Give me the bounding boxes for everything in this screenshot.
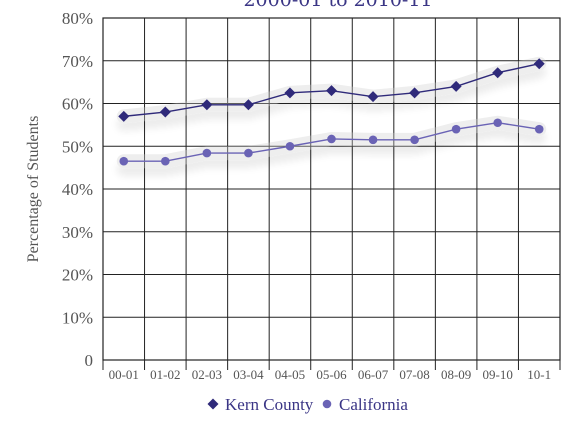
- data-point-marker: [119, 156, 129, 166]
- y-tick-label: 10%: [62, 308, 93, 327]
- y-tick-label: 50%: [62, 137, 93, 156]
- series-california: [116, 115, 547, 169]
- data-point-marker: [533, 58, 545, 70]
- legend-item: California: [322, 395, 408, 414]
- legend: Kern County California: [207, 395, 408, 414]
- x-tick-label: 10-1: [527, 367, 551, 382]
- chart-title: 2000-01 to 2010-11: [243, 0, 432, 11]
- legend-label: California: [339, 395, 408, 414]
- data-point-marker: [285, 141, 295, 151]
- data-point-marker: [201, 99, 213, 111]
- data-point-marker: [327, 134, 336, 144]
- data-point-marker: [368, 135, 378, 145]
- series-group: [116, 56, 547, 169]
- data-point-marker: [451, 124, 461, 134]
- x-axis-ticks: 00-01 01-02 02-03 03-04 04-05 05-06 06-07 07-08…: [109, 367, 552, 382]
- data-point-marker: [326, 85, 337, 97]
- legend-circle-icon: [322, 399, 332, 409]
- data-point-marker: [450, 80, 462, 92]
- y-axis-ticks: 0 10% 20% 30% 40% 50% 60% 70% 80%: [62, 9, 93, 370]
- data-point-marker: [118, 110, 130, 122]
- data-point-marker: [367, 91, 379, 103]
- data-point-marker: [410, 135, 419, 145]
- x-tick-label: 00-01: [109, 367, 139, 382]
- data-point-marker: [492, 67, 504, 79]
- x-tick-label: 04-05: [275, 367, 305, 382]
- data-point-marker: [161, 156, 170, 166]
- data-point-marker: [284, 87, 296, 99]
- data-point-marker: [244, 148, 253, 158]
- y-tick-label: 80%: [62, 9, 93, 28]
- y-axis-label: Percentage of Students: [25, 116, 42, 263]
- legend-diamond-icon: [207, 398, 219, 410]
- legend-item: Kern County: [207, 395, 314, 414]
- x-tick-label: 06-07: [358, 367, 389, 382]
- x-tick-label: 08-09: [441, 367, 471, 382]
- x-tick-label: 05-06: [316, 367, 347, 382]
- x-tick-label: 09-10: [483, 367, 513, 382]
- x-tick-label: 01-02: [150, 367, 180, 382]
- data-point-marker: [202, 148, 212, 158]
- data-point-marker: [242, 99, 254, 111]
- y-tick-label: 70%: [62, 52, 93, 71]
- y-tick-label: 60%: [62, 95, 93, 114]
- data-point-marker: [409, 87, 421, 99]
- x-tick-label: 07-08: [399, 367, 429, 382]
- y-tick-label: 40%: [62, 180, 93, 199]
- y-tick-label: 0: [85, 351, 94, 370]
- data-point-marker: [534, 124, 544, 134]
- data-point-marker: [159, 106, 171, 118]
- legend-label: Kern County: [225, 395, 314, 414]
- x-tick-label: 03-04: [233, 367, 264, 382]
- y-tick-label: 20%: [62, 266, 93, 285]
- data-point-marker: [493, 118, 502, 128]
- series-kern-county: [116, 56, 547, 124]
- y-tick-label: 30%: [62, 223, 93, 242]
- x-tick-label: 02-03: [192, 367, 222, 382]
